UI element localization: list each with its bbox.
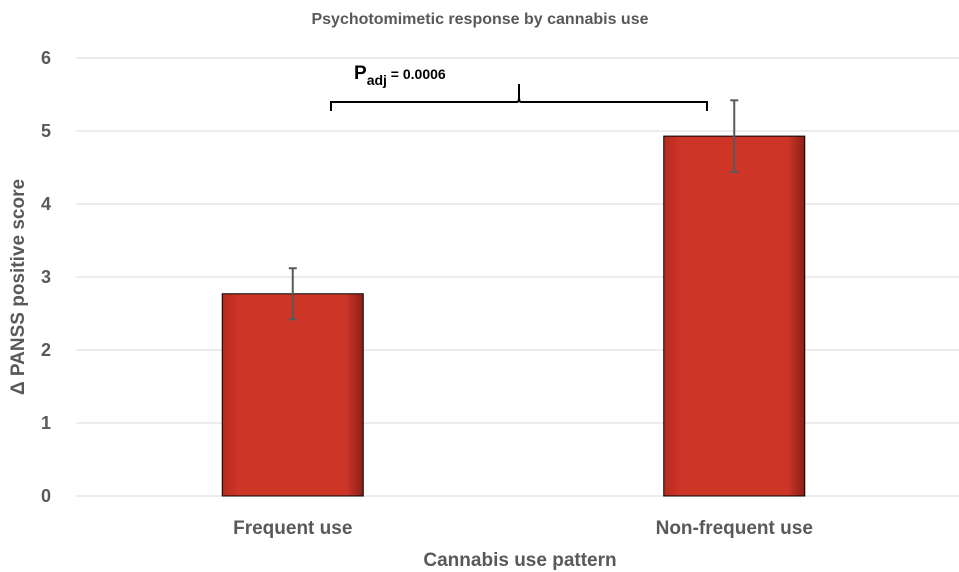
x-tick-label: Non-frequent use [656, 518, 813, 539]
y-tick-label: 4 [41, 194, 51, 214]
y-axis-label: Δ PANSS positive score [8, 179, 29, 395]
y-tick-label: 6 [41, 48, 51, 68]
significance-bracket [330, 84, 708, 111]
x-axis-ticks: Frequent use Non-frequent use [233, 518, 813, 539]
p-value-label: Padj = 0.0006 [354, 63, 446, 88]
y-tick-label: 1 [41, 413, 51, 433]
y-tick-label: 3 [41, 267, 51, 287]
y-tick-label: 5 [41, 121, 51, 141]
gridlines [76, 57, 959, 497]
y-axis-ticks: 0 1 2 3 4 5 6 [41, 48, 51, 506]
error-bar [288, 267, 297, 321]
bars [221, 135, 806, 497]
y-tick-label: 0 [41, 486, 51, 506]
y-tick-label: 2 [41, 340, 51, 360]
error-bar [730, 99, 739, 173]
significance-annotation: Padj = 0.0006 [330, 63, 708, 111]
error-bars [288, 99, 739, 321]
chart-title: Psychotomimetic response by cannabis use [311, 11, 648, 28]
bar [663, 135, 806, 497]
x-axis-label: Cannabis use pattern [423, 550, 616, 571]
x-tick-label: Frequent use [233, 518, 352, 539]
bar [221, 293, 364, 497]
